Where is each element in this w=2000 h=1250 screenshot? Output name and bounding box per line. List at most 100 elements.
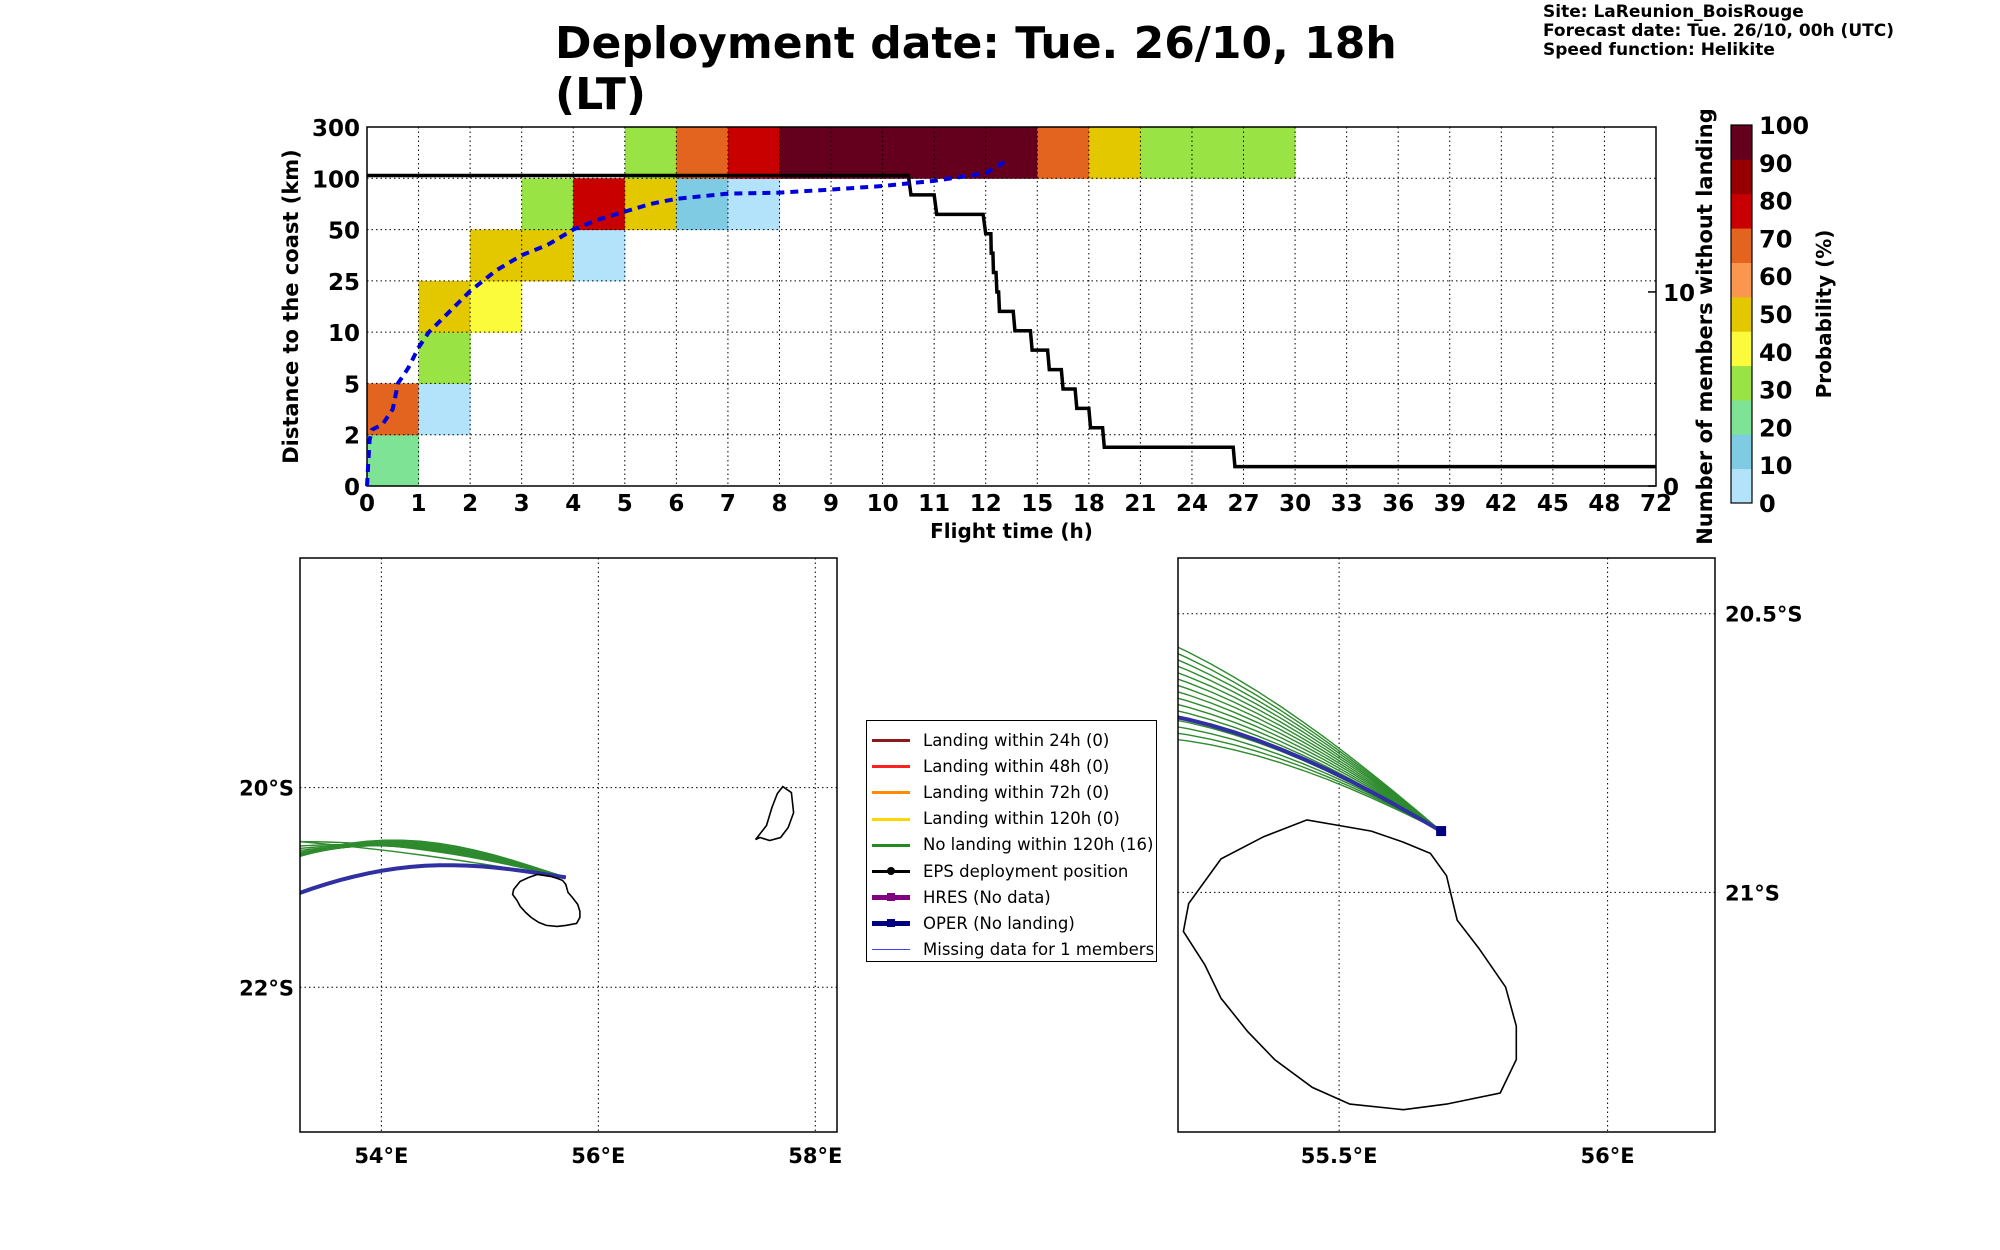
x-tick-label: 30 xyxy=(1279,491,1311,517)
heatmap-cell xyxy=(418,332,471,384)
heatmap-cell xyxy=(727,178,780,231)
y-tick-label: 100 xyxy=(312,167,360,193)
x-tick-label: 15 xyxy=(1021,491,1053,517)
legend-swatch xyxy=(872,782,910,802)
heatmap-cell xyxy=(779,127,832,179)
heatmap-cell xyxy=(882,127,935,179)
y-tick-label: 50 xyxy=(328,219,360,245)
eps-member-track xyxy=(1178,703,1442,832)
x-tick-label: 42 xyxy=(1485,491,1517,517)
legend-label: Landing within 72h (0) xyxy=(923,782,1110,802)
heatmap-grid xyxy=(367,127,1656,486)
y-tick-label: 0 xyxy=(344,475,360,501)
heatmap-cell xyxy=(1037,127,1090,179)
colorbar-tick-label: 30 xyxy=(1759,377,1792,405)
reunion-coastline xyxy=(511,873,581,928)
colorbar-label: Probability (%) xyxy=(1812,230,1836,399)
x-tick-label: 10 xyxy=(867,491,899,517)
y-tick-label: 10 xyxy=(328,321,360,347)
legend-line xyxy=(872,843,910,847)
x-tick-label: 0 xyxy=(359,491,375,517)
y2-axis-label: Number of members without landing xyxy=(1693,108,1717,545)
probability-colorbar: 0 10 20 30 40 50 60 70 80 90 100 Probability (%) xyxy=(1730,112,1836,518)
colorbar-segment xyxy=(1731,125,1752,160)
eps-member-track xyxy=(300,839,567,879)
latitude-label: 21°S xyxy=(1725,881,1780,905)
y2-tick-label: 0 xyxy=(1663,475,1679,501)
legend-label: Landing within 24h (0) xyxy=(923,730,1110,750)
trajectory-legend: Landing within 24h (0) Landing within 48h… xyxy=(866,720,1157,962)
colorbar-segment xyxy=(1731,228,1752,263)
colorbar-segment xyxy=(1731,468,1752,504)
colorbar-tick-label: 90 xyxy=(1759,150,1792,178)
x-tick-label: 21 xyxy=(1124,491,1156,517)
y-axis-label: Distance to the coast (km) xyxy=(279,149,303,464)
eps-member-track xyxy=(1178,691,1442,832)
colorbar-tick-label: 50 xyxy=(1759,301,1792,329)
legend-label: No landing within 120h (16) xyxy=(923,835,1154,855)
legend-item: OPER (No landing) xyxy=(867,910,1156,936)
median-distance-line xyxy=(365,158,1008,487)
regional-map: 54°E 56°E 58°E 20°S 22°S xyxy=(239,557,842,1168)
colorbar-frame xyxy=(1730,124,1753,504)
legend-line xyxy=(872,791,910,795)
legend-swatch xyxy=(872,861,910,881)
map-frame xyxy=(1177,557,1716,1133)
longitude-label: 54°E xyxy=(354,1144,408,1168)
mauritius-coastline xyxy=(754,785,795,842)
latitude-label: 22°S xyxy=(239,976,294,1000)
zoom-map: 55.5°E 56°E 20.5°S 21°S xyxy=(1177,557,1802,1168)
latitude-label: 20.5°S xyxy=(1725,603,1802,627)
y-tick-label: 2 xyxy=(344,424,360,450)
legend-item: Landing within 120h (0) xyxy=(867,806,1156,832)
legend-marker xyxy=(887,867,895,875)
heatmap-cell xyxy=(624,178,677,231)
eps-member-track xyxy=(1178,719,1442,832)
x-tick-label: 36 xyxy=(1382,491,1414,517)
heatmap-cell xyxy=(1243,127,1296,179)
legend-line xyxy=(872,765,910,769)
page-title: Deployment date: Tue. 26/10, 18h (LT) xyxy=(555,18,1397,120)
eps-member-track xyxy=(1178,646,1442,832)
x-tick-label: 33 xyxy=(1331,491,1363,517)
y-tick-label: 25 xyxy=(328,270,360,296)
heatmap-cell xyxy=(418,383,471,436)
x-axis-label: Flight time (h) xyxy=(930,519,1093,543)
members-without-landing-line xyxy=(367,173,1656,469)
heatmap-cell xyxy=(521,178,574,231)
legend-label: Missing data for 1 members xyxy=(923,940,1155,960)
x-tick-label: 6 xyxy=(668,491,684,517)
legend-marker xyxy=(887,893,895,902)
forecast-info: Site: LaReunion_BoisRouge Forecast date:… xyxy=(1543,3,1894,60)
heatmap-cell xyxy=(367,434,420,487)
heatmap-cell xyxy=(521,229,574,282)
eps-member-track xyxy=(1178,659,1442,832)
x-tick-label: 3 xyxy=(514,491,530,517)
colorbar-segment xyxy=(1731,262,1752,298)
colorbar-segment xyxy=(1731,399,1752,435)
eps-member-track xyxy=(300,845,566,879)
eps-member-track xyxy=(1178,678,1442,832)
y-tick-label: 300 xyxy=(312,116,360,142)
eps-member-track xyxy=(300,844,566,879)
legend-label: OPER (No landing) xyxy=(923,913,1075,933)
colorbar-segment xyxy=(1731,331,1752,367)
heatmap-cell xyxy=(573,178,626,231)
colorbar-tick-label: 40 xyxy=(1759,339,1792,367)
y-tick-label: 5 xyxy=(344,372,360,398)
colorbar-tick-label: 0 xyxy=(1759,490,1776,518)
oper-track xyxy=(300,863,567,895)
latitude-label: 20°S xyxy=(239,777,294,801)
heatmap-cell xyxy=(470,280,523,333)
legend-item: No landing within 120h (16) xyxy=(867,832,1156,858)
oper-deployment-marker xyxy=(1436,826,1447,837)
x-tick-label: 48 xyxy=(1588,491,1620,517)
legend-marker xyxy=(887,919,895,928)
x-tick-label: 2 xyxy=(462,491,478,517)
heatmap-cell xyxy=(1191,127,1245,179)
x-tick-label: 72 xyxy=(1640,491,1672,517)
x-tick-label: 5 xyxy=(617,491,633,517)
reunion-coastline xyxy=(1182,819,1518,1111)
x-tick-label: 1 xyxy=(411,491,427,517)
oper-track xyxy=(1178,715,1443,833)
